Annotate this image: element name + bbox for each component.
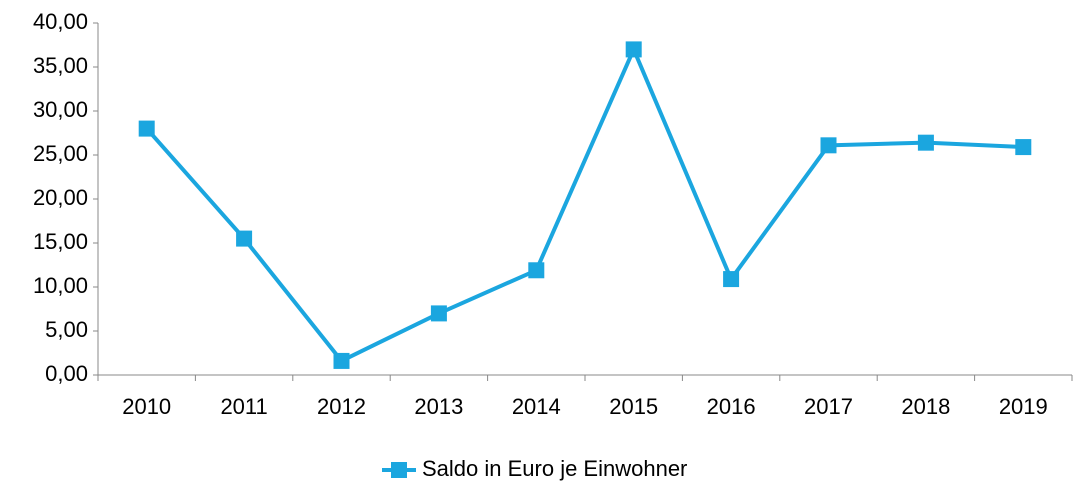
x-tick-label: 2010 [122,394,171,419]
y-tick-label: 5,00 [45,317,88,342]
y-tick-label: 40,00 [33,9,88,34]
y-tick-label: 35,00 [33,53,88,78]
x-tick-label: 2012 [317,394,366,419]
data-point [1015,139,1032,156]
data-point [528,262,545,279]
x-tick-label: 2018 [901,394,950,419]
y-tick-label: 10,00 [33,273,88,298]
y-tick-label: 20,00 [33,185,88,210]
data-line [145,47,1024,363]
y-tick-label: 25,00 [33,141,88,166]
y-tick-label: 0,00 [45,361,88,386]
data-point [625,41,642,58]
data-point [333,352,350,369]
x-tick-label: 2014 [512,394,561,419]
y-tick-label: 15,00 [33,229,88,254]
data-point [236,230,253,247]
x-tick-label: 2019 [999,394,1048,419]
x-tick-label: 2011 [220,394,267,419]
x-tick-label: 2015 [609,394,658,419]
data-point [723,271,740,288]
data-point [820,137,837,154]
x-tick-label: 2017 [804,394,853,419]
x-tick-label: 2016 [707,394,756,419]
data-point [430,305,447,322]
data-point [917,134,934,151]
x-tick-label: 2013 [414,394,463,419]
legend-label: Saldo in Euro je Einwohner [422,456,687,481]
legend-marker [391,462,407,478]
data-point [138,120,155,137]
y-tick-label: 30,00 [33,97,88,122]
